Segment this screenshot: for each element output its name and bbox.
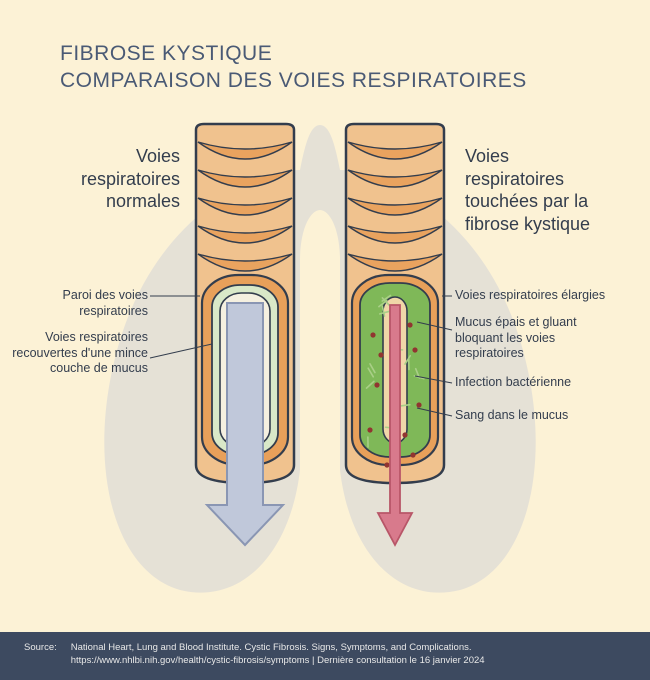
right-label-1: Mucus épais et gluant bloquant les voies… bbox=[455, 315, 615, 362]
right-label-2: Infection bactérienne bbox=[455, 375, 615, 391]
footer-body: National Heart, Lung and Blood Institute… bbox=[71, 642, 626, 668]
right-label-3: Sang dans le mucus bbox=[455, 408, 615, 424]
left-label-1: Voies respiratoires recouvertes d'une mi… bbox=[8, 330, 148, 377]
footer-line-1: National Heart, Lung and Blood Institute… bbox=[71, 642, 472, 653]
normal-airway-heading: Voies respiratoires normales bbox=[50, 145, 180, 213]
footer-line-2: https://www.nhlbi.nih.gov/health/cystic-… bbox=[71, 655, 485, 666]
cf-airway-heading: Voies respiratoires touchées par la fibr… bbox=[465, 145, 610, 235]
title-line-1: FIBROSE KYSTIQUE bbox=[60, 42, 272, 65]
left-label-0: Paroi des voies respiratoires bbox=[28, 288, 148, 319]
right-label-0: Voies respiratoires élargies bbox=[455, 288, 625, 304]
footer-key: Source: bbox=[24, 642, 57, 668]
title-line-2: COMPARAISON DES VOIES RESPIRATOIRES bbox=[60, 69, 527, 92]
source-footer: Source: National Heart, Lung and Blood I… bbox=[0, 632, 650, 680]
main-title: FIBROSE KYSTIQUE COMPARAISON DES VOIES R… bbox=[60, 40, 527, 95]
infographic-canvas: FIBROSE KYSTIQUE COMPARAISON DES VOIES R… bbox=[0, 0, 650, 680]
